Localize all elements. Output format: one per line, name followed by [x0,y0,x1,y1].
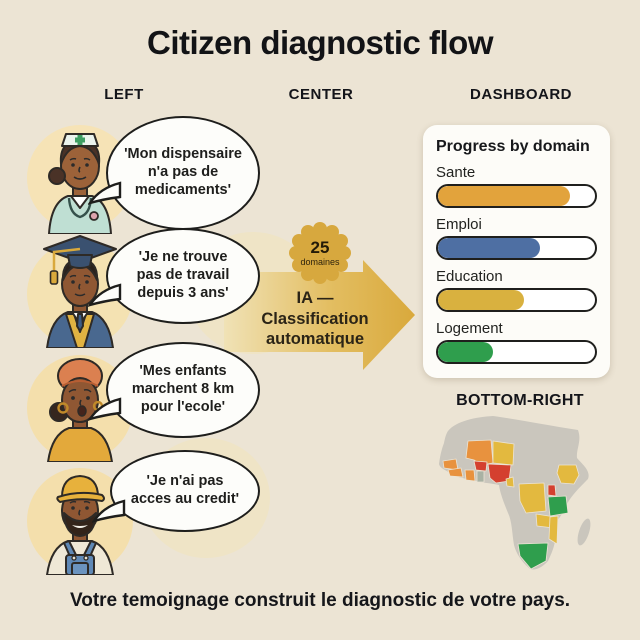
dashboard-title: Progress by domain [436,138,590,155]
svg-text:25: 25 [311,238,330,257]
progress-fill-sante [438,186,570,206]
progress-fill-logement [438,342,493,362]
bar-label-logement: Logement [436,320,503,337]
progress-track [436,288,597,312]
progress-fill-emploi [438,238,541,258]
column-header-left: LEFT [104,86,144,103]
progress-track [436,236,597,260]
progress-row-logement: Logement [436,320,597,364]
footer-caption: Votre temoignage construit le diagnostic… [69,590,571,611]
progress-row-education: Education [436,268,597,312]
speech-bubble-nurse: 'Mon dispensaire n'a pas de medicaments' [88,116,260,230]
progress-row-emploi: Emploi [436,216,597,260]
bar-label-education: Education [436,268,503,285]
column-header-dashboard: DASHBOARD [470,86,572,103]
quote-text: 'Mon dispensaire n'a pas de medicaments' [124,146,242,198]
column-header-center: CENTER [288,86,354,103]
domains-badge-icon: 25 domaines [289,222,351,284]
bar-label-emploi: Emploi [436,216,482,233]
speech-bubble-mother: 'Mes enfants marchent 8 km pour l'ecole' [88,342,260,438]
nurse-avatar [27,125,133,234]
quote-text: 'Je ne trouve pas de travail depuis 3 an… [136,249,230,301]
africa-choropleth-map [439,416,591,570]
flow-arrow [224,260,415,370]
quote-text: 'Mes enfants marchent 8 km pour l'ecole' [131,363,235,415]
quote-text: 'Je n'ai pas acces au credit' [130,473,240,507]
speech-bubble-farmer: 'Je n'ai pas acces au credit' [92,450,260,532]
progress-track [436,340,597,364]
arrow-label: IA — Classification automatique [261,289,369,349]
map-section-label: BOTTOM-RIGHT [456,392,584,409]
progress-row-sante: Sante [436,164,597,208]
farmer-avatar [27,468,133,575]
svg-text:domaines: domaines [300,257,340,267]
bar-label-sante: Sante [436,164,476,181]
progress-fill-education [438,290,525,310]
speech-bubble-graduate: 'Je ne trouve pas de travail depuis 3 an… [88,228,260,324]
progress-track [436,184,597,208]
page-title: Citizen diagnostic flow [146,24,494,61]
progress-dashboard-card: Progress by domain Sante Emploi Educatio… [423,125,610,378]
